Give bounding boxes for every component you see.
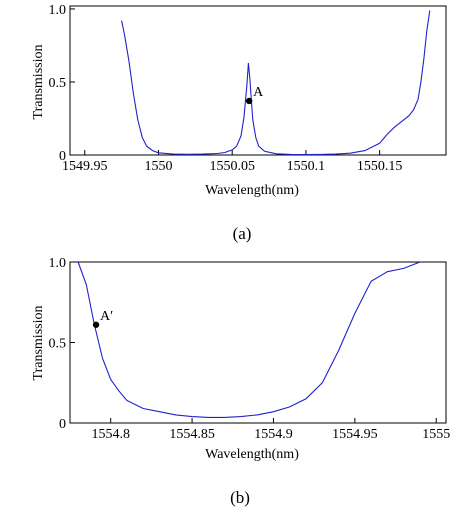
plot-frame xyxy=(69,261,447,424)
chart-b: 1554.8 1554.85 1554.9 1554.95 1555 0 0.5 1.0 A′… xyxy=(31,256,450,507)
y-tick-label: 1.0 xyxy=(49,3,67,18)
x-tick-label: 1550.1 xyxy=(287,159,326,174)
x-tick-label: 1550.15 xyxy=(357,159,403,174)
y-tick-label: 0 xyxy=(59,417,66,432)
chart-a: 1549.95 1550 1550.05 1550.1 1550.15 0 0.5 1.0 A… xyxy=(31,3,447,243)
annotation-label: A′ xyxy=(100,309,113,324)
y-tick-label: 0 xyxy=(59,149,66,164)
x-axis-label: Wavelength(nm) xyxy=(205,447,299,462)
y-tick-label: 1.0 xyxy=(49,256,67,271)
x-tick-label: 1554.9 xyxy=(254,427,293,442)
y-axis-label: Transmission xyxy=(31,45,46,120)
x-axis-label: Wavelength(nm) xyxy=(205,183,299,198)
x-tick-label: 1554.85 xyxy=(169,427,215,442)
annotation-label: A xyxy=(253,85,264,100)
transmission-line xyxy=(121,10,431,156)
y-tick-label: 0.5 xyxy=(49,76,67,91)
x-tick-label: 1555 xyxy=(422,427,450,442)
plot-frame xyxy=(69,5,447,156)
caption-b: (b) xyxy=(230,488,250,507)
x-tick-label: 1554.95 xyxy=(332,427,378,442)
annotation-point xyxy=(92,321,100,328)
caption-a: (a) xyxy=(233,224,252,243)
annotation-point xyxy=(245,97,253,105)
x-tick-label: 1550 xyxy=(144,159,172,174)
x-tick-label: 1549.95 xyxy=(62,159,108,174)
y-tick-label: 0.5 xyxy=(49,337,67,352)
x-tick-label: 1554.8 xyxy=(91,427,130,442)
x-tick-label: 1550.05 xyxy=(209,159,255,174)
transmission-line xyxy=(77,261,421,418)
y-axis-label: Transmission xyxy=(31,306,46,381)
